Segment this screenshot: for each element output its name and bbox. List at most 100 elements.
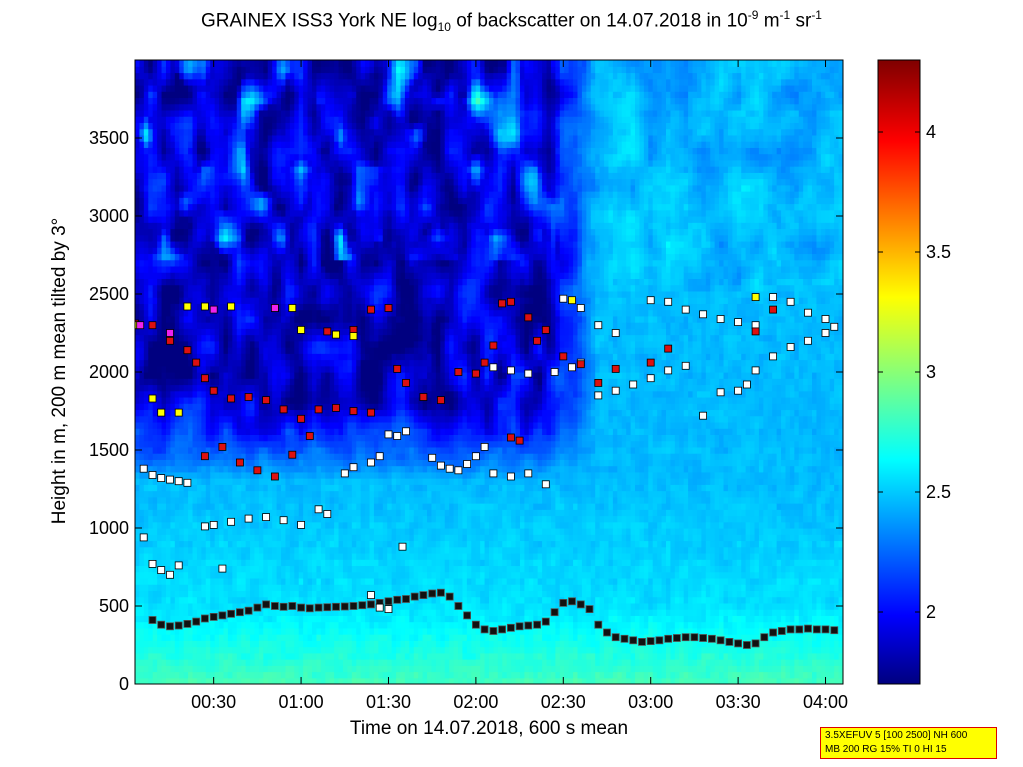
heatmap-cell: [254, 178, 260, 186]
heatmap-cell: [342, 284, 348, 292]
heatmap-cell: [179, 671, 185, 679]
heatmap-cell: [152, 159, 158, 167]
heatmap-cell: [236, 646, 242, 654]
heatmap-cell: [152, 665, 158, 673]
heatmap-cell: [325, 453, 331, 460]
heatmap-cell: [183, 453, 189, 460]
heatmap-cell: [201, 559, 207, 567]
heatmap-cell: [236, 372, 242, 379]
heatmap-cell: [329, 596, 335, 604]
heatmap-cell: [236, 659, 242, 666]
heatmap-cell: [192, 534, 198, 542]
heatmap-cell: [139, 659, 145, 666]
heatmap-cell: [241, 409, 247, 417]
heatmap-cell: [188, 247, 194, 255]
heatmap-cell: [210, 415, 216, 423]
heatmap-cell: [245, 659, 251, 666]
heatmap-cell: [170, 365, 176, 373]
heatmap-cell: [263, 590, 269, 598]
heatmap-cell: [347, 259, 353, 267]
heatmap-cell: [174, 596, 180, 604]
heatmap-cell: [223, 428, 229, 435]
heatmap-cell: [250, 303, 256, 311]
heatmap-cell: [223, 184, 229, 192]
heatmap-cell: [188, 109, 194, 117]
heatmap-cell: [334, 359, 340, 367]
heatmap-cell: [236, 396, 242, 404]
heatmap-cell: [174, 446, 180, 454]
heatmap-cell: [263, 297, 269, 304]
heatmap-cell: [232, 328, 238, 336]
heatmap-cell: [329, 166, 335, 173]
heatmap-cell: [148, 128, 154, 136]
heatmap-cell: [298, 97, 304, 105]
heatmap-cell: [263, 415, 269, 423]
heatmap-cell: [267, 465, 273, 473]
heatmap-cell: [210, 147, 216, 155]
heatmap-cell: [165, 247, 171, 255]
heatmap-cell: [342, 421, 348, 429]
heatmap-cell: [219, 596, 225, 604]
heatmap-cell: [342, 609, 348, 616]
heatmap-cell: [276, 503, 282, 510]
heatmap-cell: [139, 166, 145, 173]
heatmap-cell: [334, 552, 340, 560]
heatmap-cell: [135, 359, 141, 367]
heatmap-cell: [351, 534, 357, 542]
heatmap-cell: [179, 602, 185, 610]
heatmap-cell: [276, 378, 282, 386]
heatmap-cell: [179, 84, 185, 92]
heatmap-cell: [192, 347, 198, 354]
heatmap-cell: [312, 677, 318, 684]
heatmap-cell: [258, 540, 264, 548]
heatmap-cell: [267, 390, 273, 398]
heatmap-cell: [289, 353, 295, 361]
heatmap-cell: [219, 534, 225, 542]
heatmap-cell: [241, 284, 247, 292]
heatmap-cell: [219, 528, 225, 535]
heatmap-cell: [236, 421, 242, 429]
heatmap-cell: [135, 172, 141, 180]
heatmap-cell: [192, 640, 198, 648]
heatmap-cell: [210, 278, 216, 286]
heatmap-cell: [174, 671, 180, 679]
heatmap-cell: [236, 334, 242, 342]
heatmap-cell: [245, 122, 251, 130]
heatmap-cell: [227, 671, 233, 679]
heatmap-cell: [351, 84, 357, 92]
heatmap-cell: [312, 153, 318, 161]
heatmap-cell: [250, 478, 256, 485]
heatmap-cell: [188, 353, 194, 361]
heatmap-cell: [312, 440, 318, 448]
heatmap-cell: [312, 197, 318, 205]
heatmap-cell: [232, 290, 238, 298]
heatmap-cell: [258, 159, 264, 167]
heatmap-cell: [312, 328, 318, 336]
heatmap-cell: [205, 621, 211, 629]
heatmap-cell: [320, 109, 326, 117]
heatmap-cell: [143, 602, 149, 610]
heatmap-cell: [303, 440, 309, 448]
heatmap-cell: [281, 665, 287, 673]
heatmap-cell: [342, 652, 348, 660]
heatmap-cell: [241, 665, 247, 673]
heatmap-cell: [179, 60, 185, 67]
heatmap-cell: [210, 509, 216, 517]
heatmap-cell: [272, 228, 278, 236]
heatmap-cell: [267, 134, 273, 142]
heatmap-cell: [174, 496, 180, 504]
heatmap-cell: [307, 509, 313, 517]
heatmap-cell: [285, 365, 291, 373]
heatmap-cell: [263, 559, 269, 567]
heatmap-cell: [135, 197, 141, 205]
heatmap-cell: [183, 322, 189, 329]
heatmap-cell: [281, 340, 287, 348]
heatmap-cell: [307, 571, 313, 579]
heatmap-cell: [338, 290, 344, 298]
heatmap-cell: [183, 353, 189, 361]
heatmap-cell: [227, 378, 233, 386]
heatmap-cell: [276, 515, 282, 523]
heatmap-cell: [165, 415, 171, 423]
heatmap-cell: [351, 615, 357, 623]
heatmap-cell: [152, 640, 158, 648]
